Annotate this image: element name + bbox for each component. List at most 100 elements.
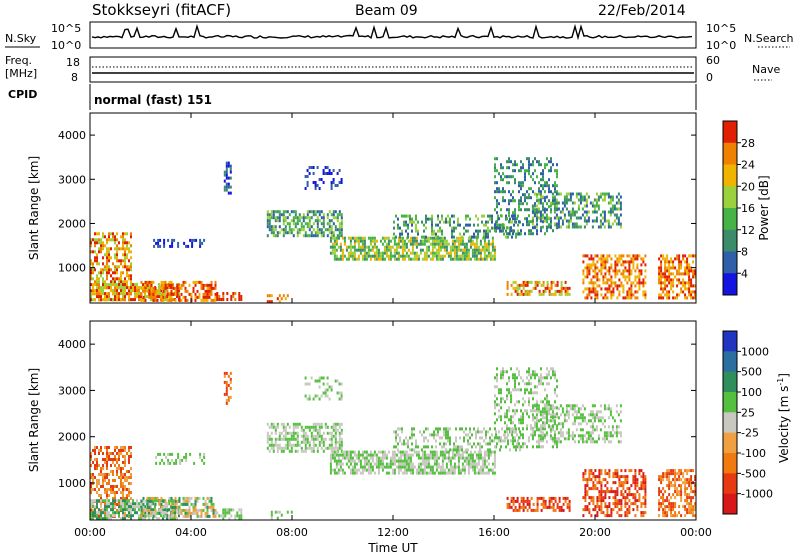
velocity-echo-cell bbox=[447, 427, 449, 431]
velocity-echo-cell bbox=[176, 511, 178, 515]
power-echo-cell bbox=[508, 175, 510, 179]
power-echo-cell bbox=[146, 286, 149, 290]
power-echo-cell bbox=[411, 242, 414, 246]
power-echo-cell bbox=[401, 257, 404, 261]
power-echo-cell bbox=[110, 280, 112, 284]
velocity-echo-cell bbox=[565, 413, 568, 417]
velocity-echo-cell bbox=[343, 456, 346, 460]
power-echo-cell bbox=[347, 254, 350, 258]
power-echo-cell bbox=[616, 284, 619, 288]
power-echo-cell bbox=[489, 242, 492, 246]
power-echo-cell bbox=[225, 176, 228, 180]
velocity-echo-cell bbox=[100, 509, 102, 512]
power-echo-cell bbox=[316, 225, 319, 229]
power-echo-cell bbox=[324, 172, 327, 175]
power-echo-cell bbox=[180, 298, 183, 302]
velocity-echo-cell bbox=[318, 428, 321, 432]
velocity-echo-cell bbox=[601, 437, 604, 441]
power-echo-cell bbox=[122, 280, 124, 284]
velocity-echo-cell bbox=[554, 415, 556, 419]
power-echo-cell bbox=[542, 289, 545, 293]
power-echo-cell bbox=[453, 251, 456, 255]
velocity-echo-cell bbox=[138, 517, 140, 521]
velocity-echo-cell bbox=[296, 431, 299, 435]
power-echo-cell bbox=[660, 260, 663, 264]
velocity-echo-cell bbox=[200, 508, 203, 512]
power-echo-cell bbox=[148, 280, 151, 284]
velocity-echo-cell bbox=[377, 465, 380, 469]
power-echo-cell bbox=[218, 298, 221, 301]
power-echo-cell bbox=[686, 269, 689, 273]
power-echo-cell bbox=[617, 216, 620, 220]
velocity-echo-cell bbox=[453, 442, 455, 446]
power-echo-cell bbox=[505, 229, 507, 233]
velocity-echo-cell bbox=[110, 502, 112, 506]
velocity-echo-cell bbox=[353, 462, 356, 466]
velocity-echo-cell bbox=[526, 427, 528, 431]
power-echo-cell bbox=[518, 190, 520, 194]
power-echo-cell bbox=[128, 286, 130, 290]
velocity-echo-cell bbox=[214, 508, 217, 512]
velocity-echo-cell bbox=[411, 442, 413, 446]
power-echo-cell bbox=[122, 241, 124, 245]
power-echo-cell bbox=[94, 232, 96, 236]
velocity-echo-cell bbox=[550, 367, 552, 371]
velocity-echo-cell bbox=[543, 422, 546, 426]
velocity-echo-cell bbox=[332, 425, 335, 429]
power-echo-cell bbox=[552, 196, 554, 200]
power-echo-cell bbox=[345, 245, 348, 249]
power-echo-cell bbox=[110, 274, 112, 278]
power-echo-cell bbox=[558, 292, 561, 296]
velocity-echo-cell bbox=[469, 453, 472, 457]
velocity-echo-cell bbox=[581, 404, 584, 408]
velocity-echo-cell bbox=[272, 446, 275, 450]
power-echo-cell bbox=[122, 259, 124, 263]
power-echo-cell bbox=[688, 278, 691, 282]
power-echo-cell bbox=[602, 254, 605, 258]
power-echo-cell bbox=[373, 245, 376, 249]
velocity-echo-cell bbox=[304, 437, 307, 441]
velocity-echo-cell bbox=[179, 461, 182, 465]
velocity-echo-cell bbox=[96, 464, 98, 467]
velocity-echo-cell bbox=[363, 450, 366, 454]
velocity-echo-cell bbox=[441, 453, 444, 457]
velocity-echo-cell bbox=[607, 416, 610, 420]
velocity-echo-cell bbox=[100, 497, 102, 500]
power-echo-cell bbox=[326, 222, 329, 226]
power-echo-cell bbox=[453, 248, 456, 252]
power-echo-cell bbox=[622, 254, 625, 258]
power-echo-cell bbox=[443, 236, 446, 240]
power-echo-cell bbox=[614, 263, 617, 267]
velocity-echo-cell bbox=[463, 439, 465, 443]
velocity-echo-cell bbox=[528, 436, 530, 440]
velocity-echo-cell bbox=[613, 419, 616, 423]
power-echo-cell bbox=[491, 214, 493, 218]
power-echo-cell bbox=[106, 262, 108, 266]
power-echo-cell bbox=[514, 214, 516, 218]
velocity-echo-cell bbox=[334, 428, 337, 432]
velocity-echo-cell bbox=[551, 419, 554, 423]
power-echo-cell bbox=[598, 278, 601, 282]
velocity-echo-cell bbox=[222, 511, 225, 515]
power-echo-cell bbox=[616, 260, 619, 264]
velocity-echo-cell bbox=[534, 373, 536, 377]
power-echo-cell bbox=[212, 298, 215, 302]
velocity-echo-cell bbox=[128, 511, 130, 515]
velocity-echo-cell bbox=[102, 499, 104, 503]
velocity-echo-cell bbox=[150, 505, 152, 509]
power-echo-cell bbox=[312, 181, 315, 184]
power-echo-cell bbox=[415, 242, 418, 246]
power-echo-cell bbox=[678, 260, 681, 264]
power-echo-cell bbox=[120, 271, 122, 275]
power-echo-cell bbox=[500, 178, 502, 182]
velocity-echo-cell bbox=[459, 471, 462, 475]
velocity-echo-cell bbox=[409, 456, 412, 460]
velocity-echo-cell bbox=[494, 421, 496, 425]
power-echo-cell bbox=[515, 235, 517, 239]
power-echo-cell bbox=[373, 242, 376, 246]
velocity-echo-cell bbox=[140, 514, 143, 518]
velocity-echo-cell bbox=[533, 431, 536, 435]
velocity-echo-cell bbox=[124, 455, 126, 458]
velocity-echo-cell bbox=[226, 511, 229, 515]
velocity-echo-cell bbox=[172, 511, 174, 515]
